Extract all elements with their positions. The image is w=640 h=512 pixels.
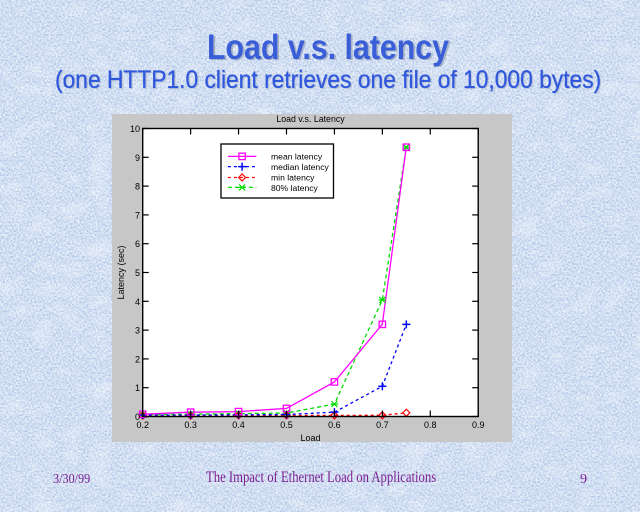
svg-text:9: 9 [135, 153, 140, 163]
svg-text:min latency: min latency [271, 173, 315, 183]
svg-text:0.9: 0.9 [472, 420, 485, 430]
svg-text:7: 7 [135, 210, 140, 220]
svg-text:Load v.s. Latency: Load v.s. Latency [276, 114, 345, 124]
svg-text:Latency (sec): Latency (sec) [116, 245, 126, 299]
svg-text:6: 6 [135, 239, 140, 249]
svg-text:4: 4 [135, 297, 140, 307]
svg-text:0.6: 0.6 [328, 420, 341, 430]
svg-text:Load: Load [300, 433, 320, 442]
svg-text:1: 1 [135, 383, 140, 393]
svg-text:80% latency: 80% latency [271, 183, 319, 193]
svg-text:8: 8 [135, 182, 140, 192]
svg-text:0.5: 0.5 [280, 420, 293, 430]
svg-text:5: 5 [135, 268, 140, 278]
svg-text:0.2: 0.2 [136, 420, 149, 430]
svg-text:median latency: median latency [271, 162, 330, 172]
svg-text:mean latency: mean latency [271, 152, 323, 162]
svg-text:3: 3 [135, 326, 140, 336]
svg-text:2: 2 [135, 354, 140, 364]
svg-text:0: 0 [135, 412, 140, 422]
svg-text:0.8: 0.8 [424, 420, 437, 430]
svg-text:0.7: 0.7 [376, 420, 389, 430]
svg-text:10: 10 [130, 124, 140, 134]
svg-text:0.4: 0.4 [232, 420, 245, 430]
svg-text:0.3: 0.3 [184, 420, 197, 430]
